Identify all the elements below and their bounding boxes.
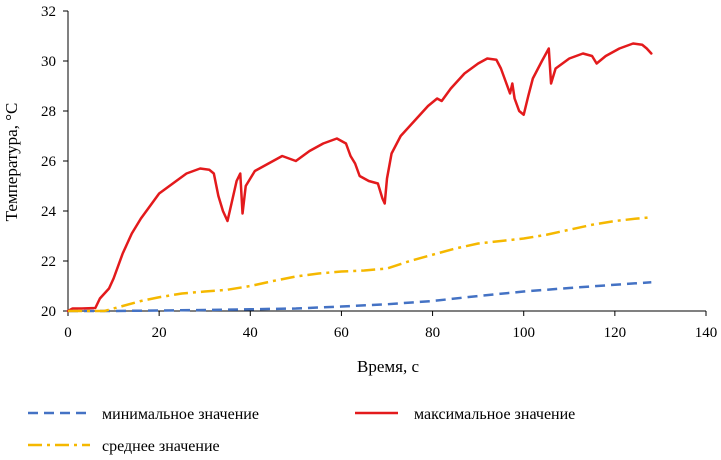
x-tick-label: 120 (604, 325, 627, 341)
y-tick-label: 28 (41, 104, 56, 120)
legend-item-max: максимальное значение (355, 406, 575, 423)
series-line-avg (68, 216, 652, 313)
x-tick-label: 20 (152, 325, 167, 341)
x-tick-label: 80 (425, 325, 440, 341)
axes: 20 22 24 26 28 30 32 0 20 40 60 80 100 120 140 (41, 4, 717, 341)
legend-label-avg: среднее значение (102, 438, 220, 455)
legend-item-avg: среднее значение (28, 438, 220, 455)
series-line-min (68, 281, 652, 313)
y-tick-label: 20 (41, 304, 56, 320)
legend-label-min: минимальное значение (102, 406, 259, 423)
series-layer (66, 42, 653, 313)
y-tick-label: 24 (41, 204, 57, 220)
legend: минимальное значение максимальное значен… (28, 406, 575, 455)
y-tick-label: 22 (41, 254, 56, 270)
x-tick-label: 140 (695, 325, 718, 341)
y-tick-label: 32 (41, 4, 56, 20)
x-tick-label: 40 (243, 325, 258, 341)
x-tick-label: 0 (64, 325, 72, 341)
x-axis-title: Время, с (357, 357, 419, 376)
series-line-max (66, 42, 653, 313)
legend-label-max: максимальное значение (414, 406, 575, 423)
x-tick-label: 60 (334, 325, 349, 341)
y-tick-label: 30 (41, 54, 56, 70)
legend-item-min: минимальное значение (28, 406, 259, 423)
y-axis-title: Температура, °С (2, 103, 21, 222)
y-tick-label: 26 (41, 154, 57, 170)
x-tick-label: 100 (512, 325, 535, 341)
